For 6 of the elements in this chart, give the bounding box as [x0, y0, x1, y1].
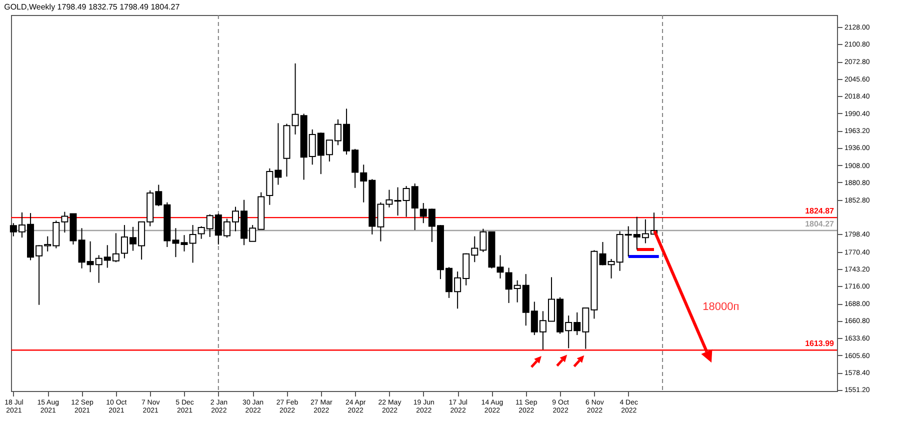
chart-title: GOLD,Weekly 1798.49 1832.75 1798.49 1804.27 [4, 2, 180, 12]
ref-line-label: 1804.27 [805, 219, 835, 228]
ref-line-label: 1824.87 [805, 206, 835, 216]
candlestick [496, 254, 504, 279]
ref-line-label: 1613.99 [805, 339, 835, 348]
annotation: 18000п [702, 300, 740, 313]
